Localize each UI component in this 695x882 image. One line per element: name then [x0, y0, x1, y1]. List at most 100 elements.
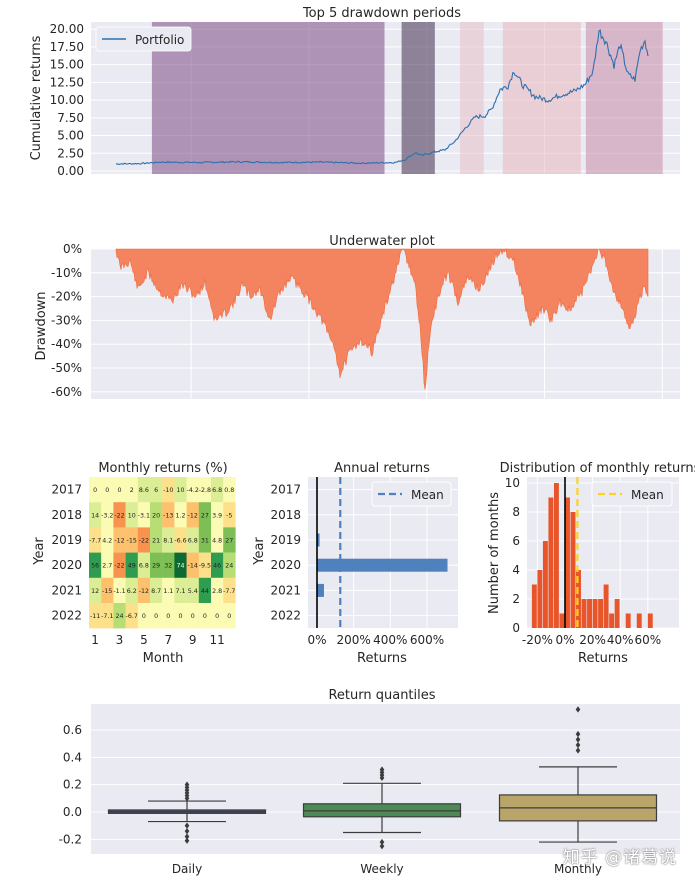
heatmap-cell: [137, 477, 151, 503]
annual-year-label: 2021: [270, 583, 301, 597]
top-chart-ylabel: Cumulative returns: [29, 35, 44, 160]
heatmap-cell-label: 3.9: [212, 512, 222, 519]
heatmap-cell-label: -9.5: [199, 563, 211, 570]
heatmap-cell-label: 27: [225, 538, 233, 545]
heatmap-cell: [198, 603, 212, 629]
heatmap-cell-label: 56: [91, 563, 99, 570]
heatmap-cell: [137, 603, 151, 629]
heatmap-month-label: 5: [140, 633, 148, 647]
heatmap-cell: [113, 527, 126, 553]
heatmap-cell: [150, 502, 163, 528]
dist-bar: [587, 599, 592, 628]
heatmap-cell-label: -12: [188, 512, 198, 519]
heatmap-cell-label: 29: [152, 563, 160, 570]
heatmap-cell: [186, 502, 199, 528]
dist-bar: [537, 570, 543, 628]
dist-bar: [625, 613, 631, 628]
dist-bar: [636, 613, 642, 628]
dist-bar: [531, 584, 537, 628]
annual-legend-box: [371, 481, 452, 507]
heatmap-cell-label: -3.1: [138, 512, 150, 519]
top-ytick-label: 10.00: [50, 93, 84, 107]
heatmap-cell-label: 44: [201, 588, 209, 595]
dist-bar: [592, 599, 598, 628]
heatmap-cell-label: 14: [91, 512, 99, 519]
heatmap-cell: [174, 527, 187, 553]
heatmap-cell-label: -7.7: [223, 588, 235, 595]
heatmap-cell-label: 0: [105, 487, 109, 494]
dist-bar: [598, 599, 604, 628]
heatmap-cell-label: -6.7: [126, 613, 138, 620]
top-ytick-label: 12.50: [50, 75, 84, 89]
heatmap-cell-label: 24: [225, 563, 233, 570]
q-ytick-label: 0.0: [63, 805, 82, 819]
heatmap-cell: [150, 552, 163, 578]
heatmap-cell: [223, 603, 236, 629]
q-box-weekly: [302, 803, 462, 818]
q-outlier: [184, 837, 190, 844]
q-outlier: [379, 838, 385, 846]
q-ytick-label: 0.4: [63, 750, 82, 764]
heatmap-cell-label: -2.8: [199, 487, 211, 494]
annual-xtick-label: 400%: [373, 633, 407, 647]
dist-xtick-label: 60%: [634, 633, 661, 647]
heatmap-cell: [174, 552, 187, 578]
dist-title: Distribution of monthly returns: [500, 461, 695, 476]
top-ytick-label: 2.50: [57, 146, 84, 160]
heatmap-cell: [223, 552, 236, 578]
heatmap-cell: [101, 477, 114, 503]
underwater-ylabel: Drawdown: [34, 291, 49, 360]
heatmap-cell: [113, 603, 126, 629]
heatmap-cell-label: 2.7: [102, 563, 112, 570]
dist-bar: [542, 541, 548, 628]
dist-xtick-label: 40%: [607, 633, 634, 647]
dist-bar: [614, 599, 620, 628]
q-outlier: [575, 706, 581, 713]
annual-xtick-label: 0%: [307, 633, 326, 647]
heatmap-cell-label: 0: [215, 613, 219, 620]
heatmap-cell: [113, 577, 126, 604]
drawdown-period-4: [502, 22, 581, 174]
heatmap-cell-label: -11: [90, 613, 100, 620]
q-outlier: [575, 730, 581, 738]
heatmap-title: Monthly returns (%): [98, 461, 227, 476]
dist-ytick-label: 4: [512, 563, 520, 577]
dist-xtick-label: -20%: [522, 633, 553, 647]
annual-xtick-label: 600%: [410, 633, 444, 647]
heatmap-cell-label: -22: [114, 563, 124, 570]
heatmap-year-label: 2017: [51, 483, 82, 497]
heatmap-cell-label: -12: [114, 538, 124, 545]
heatmap-cell-label: 32: [164, 563, 172, 570]
dist-ytick-label: 10: [505, 476, 520, 490]
heatmap-cell: [89, 527, 102, 553]
heatmap-cell: [223, 527, 236, 553]
heatmap-year-label: 2021: [51, 583, 82, 597]
quantiles-title: Return quantiles: [328, 688, 435, 703]
uw-ytick-label: -60%: [51, 385, 82, 399]
top-legend-box: [95, 26, 192, 52]
heatmap-cell: [101, 603, 114, 629]
heatmap-cell: [150, 603, 163, 629]
heatmap-cell-label: -1.1: [113, 588, 125, 595]
q-outlier: [379, 842, 385, 850]
heatmap-cell: [162, 552, 175, 578]
heatmap-cell-label: -5: [226, 512, 232, 519]
heatmap-cell: [211, 552, 224, 578]
annual-xtick-label: 200%: [337, 633, 371, 647]
heatmap-cell: [137, 552, 151, 578]
dist-bar: [609, 613, 615, 628]
annual-bar-2021: [317, 583, 324, 597]
heatmap-month-label: 1: [91, 633, 99, 647]
heatmap-cell: [137, 577, 151, 604]
heatmap-cell: [174, 502, 187, 528]
heatmap-cell: [174, 603, 187, 629]
drawdown-period-5: [585, 22, 663, 174]
heatmap-cell-label: 0: [178, 613, 182, 620]
heatmap-cell-label: -15: [127, 538, 137, 545]
heatmap-cell-label: 0: [154, 613, 158, 620]
heatmap-cell-label: 0: [203, 613, 207, 620]
top-chart-title: Top 5 drawdown periods: [302, 6, 461, 21]
heatmap-cell: [186, 577, 199, 604]
heatmap-cell: [174, 577, 187, 604]
